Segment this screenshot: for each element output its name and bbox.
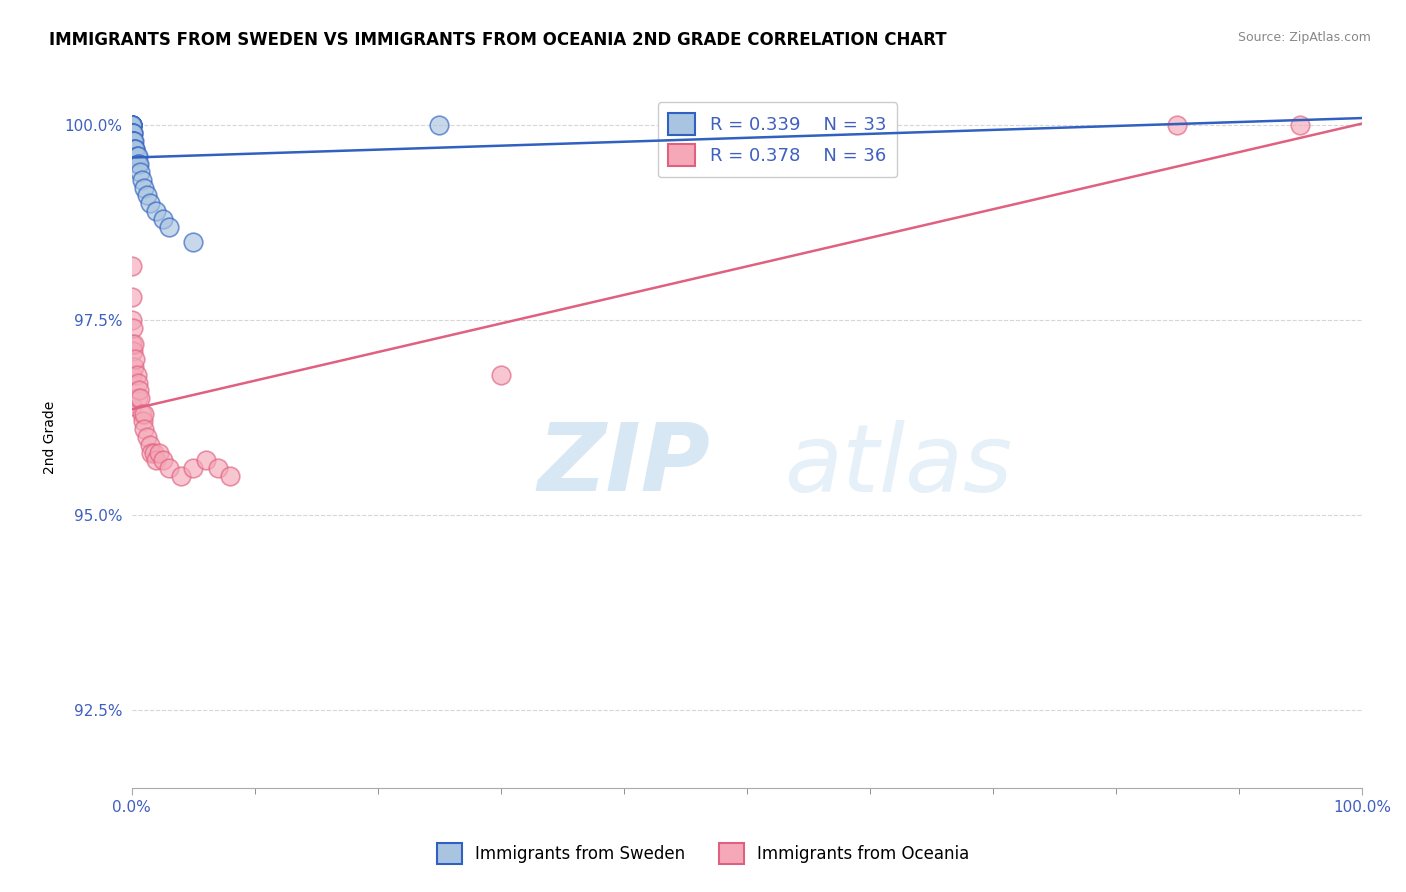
Point <box>1289 119 1312 133</box>
Point <box>125 368 148 382</box>
Point <box>148 445 170 459</box>
Point <box>121 290 143 304</box>
Point <box>122 126 145 140</box>
Text: Source: ZipAtlas.com: Source: ZipAtlas.com <box>1237 31 1371 45</box>
Point <box>121 119 143 133</box>
Point <box>121 336 143 351</box>
Point <box>194 453 217 467</box>
Point <box>122 344 145 359</box>
Point <box>122 142 145 156</box>
Point <box>122 359 145 374</box>
Point <box>124 142 146 156</box>
Point <box>121 119 143 133</box>
Point <box>121 119 143 133</box>
Point <box>131 173 153 187</box>
Point <box>152 211 174 226</box>
Legend: R = 0.339    N = 33, R = 0.378    N = 36: R = 0.339 N = 33, R = 0.378 N = 36 <box>658 103 897 178</box>
Point <box>122 134 145 148</box>
Point <box>859 119 882 133</box>
Point <box>132 407 155 421</box>
Point <box>127 157 149 171</box>
Point <box>121 259 143 273</box>
Point <box>139 438 162 452</box>
Point <box>121 126 143 140</box>
Point <box>122 134 145 148</box>
Point <box>121 313 143 327</box>
Point <box>489 368 512 382</box>
Point <box>122 134 145 148</box>
Point <box>135 188 157 202</box>
Point <box>127 391 149 405</box>
Point <box>128 157 150 171</box>
Point <box>219 469 242 483</box>
Point <box>181 235 204 250</box>
Point <box>124 352 146 367</box>
Point <box>152 453 174 467</box>
Point <box>122 321 145 335</box>
Point <box>127 376 149 390</box>
Point <box>121 126 143 140</box>
Point <box>121 119 143 133</box>
Legend: Immigrants from Sweden, Immigrants from Oceania: Immigrants from Sweden, Immigrants from … <box>430 837 976 871</box>
Point <box>157 461 180 475</box>
Text: ZIP: ZIP <box>537 419 710 511</box>
Point <box>181 461 204 475</box>
Point <box>145 204 167 219</box>
Text: atlas: atlas <box>783 419 1012 510</box>
Point <box>132 180 155 194</box>
Point <box>124 142 146 156</box>
Point <box>129 165 152 179</box>
Point <box>170 469 193 483</box>
Point <box>139 196 162 211</box>
Point <box>427 119 450 133</box>
Point <box>121 368 143 382</box>
Point <box>122 126 145 140</box>
Point <box>1166 119 1188 133</box>
Point <box>128 384 150 398</box>
Point <box>132 415 155 429</box>
Point <box>121 119 143 133</box>
Point <box>135 430 157 444</box>
Point <box>122 134 145 148</box>
Point <box>122 336 145 351</box>
Point <box>141 445 163 459</box>
Text: IMMIGRANTS FROM SWEDEN VS IMMIGRANTS FROM OCEANIA 2ND GRADE CORRELATION CHART: IMMIGRANTS FROM SWEDEN VS IMMIGRANTS FRO… <box>49 31 946 49</box>
Point <box>132 422 155 436</box>
Point <box>129 391 152 405</box>
Point <box>142 445 165 459</box>
Point <box>125 149 148 163</box>
Point <box>121 119 143 133</box>
Point <box>145 453 167 467</box>
Point <box>157 219 180 234</box>
Y-axis label: 2nd Grade: 2nd Grade <box>44 401 58 474</box>
Point <box>127 149 149 163</box>
Point <box>131 407 153 421</box>
Point <box>207 461 229 475</box>
Point <box>121 399 143 413</box>
Point <box>121 126 143 140</box>
